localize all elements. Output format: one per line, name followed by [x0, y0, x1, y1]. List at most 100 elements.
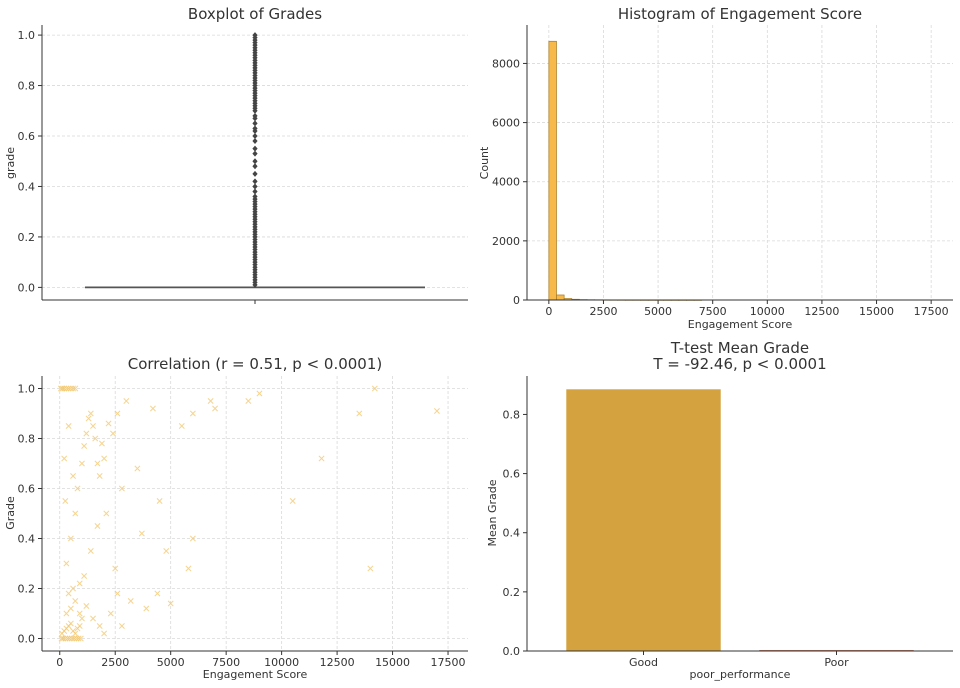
boxplot-ytick-label: 0.0: [18, 281, 36, 294]
boxplot-outlier: [252, 158, 258, 165]
scatter-point: [101, 630, 108, 637]
histogram-panel: Histogram of Engagement Score Engagement…: [478, 5, 953, 331]
boxplot-ytick-label: 0.2: [18, 231, 36, 244]
boxplot-ylabel: grade: [4, 147, 17, 179]
boxplot-outlier: [252, 188, 258, 195]
scatter-xlabel: Engagement Score: [203, 668, 308, 681]
scatter-point: [83, 430, 90, 437]
boxplot-outlier: [252, 112, 258, 119]
scatter-point: [156, 498, 163, 504]
scatter-point: [92, 435, 99, 442]
histogram-xtick-label: 0: [545, 305, 552, 318]
scatter-point: [63, 610, 70, 617]
scatter-point: [94, 523, 101, 529]
scatter-point: [123, 398, 130, 404]
boxplot-ytick-label: 1.0: [18, 29, 36, 42]
scatter-point: [134, 465, 141, 472]
ttest-xtick-label: Poor: [824, 656, 849, 669]
scatter-point: [163, 548, 170, 554]
scatter-point: [118, 485, 125, 492]
scatter-ytick-label: 0.4: [18, 533, 36, 546]
scatter-point: [63, 560, 70, 567]
scatter-title: Correlation (r = 0.51, p < 0.0001): [128, 355, 383, 373]
scatter-point: [72, 630, 79, 637]
scatter-point: [67, 620, 74, 627]
histogram-bar: [548, 40, 557, 301]
scatter-point: [74, 485, 81, 492]
scatter-point: [76, 623, 83, 629]
scatter-point: [101, 455, 108, 462]
scatter-point: [78, 615, 85, 622]
scatter-point: [67, 535, 74, 542]
scatter-point: [178, 423, 185, 429]
scatter-point: [85, 415, 92, 422]
histogram-ytick-label: 6000: [492, 117, 520, 130]
scatter-xtick-label: 10000: [264, 656, 299, 669]
scatter-panel: Correlation (r = 0.51, p < 0.0001) Engag…: [4, 355, 468, 681]
scatter-point: [72, 510, 79, 517]
histogram-xtick-label: 15000: [859, 305, 894, 318]
boxplot-outlier: [252, 120, 258, 127]
scatter-point: [105, 420, 112, 427]
histogram-xtick-label: 7500: [699, 305, 727, 318]
scatter-point: [114, 590, 121, 597]
scatter-point: [114, 410, 121, 417]
histogram-title: Histogram of Engagement Score: [618, 5, 862, 23]
scatter-point: [110, 430, 116, 437]
histogram-ytick-label: 4000: [492, 176, 520, 189]
scatter-point: [81, 573, 88, 579]
scatter-xtick-label: 5000: [157, 656, 185, 669]
boxplot-ytick-label: 0.4: [18, 180, 36, 193]
scatter-point: [68, 635, 75, 642]
scatter-point: [65, 423, 72, 429]
scatter-point: [70, 585, 77, 592]
scatter-point: [77, 635, 84, 642]
scatter-ytick-label: 0.6: [18, 483, 36, 496]
ttest-xlabel: poor_performance: [690, 668, 791, 681]
scatter-point: [212, 405, 219, 412]
boxplot-outlier: [252, 163, 258, 170]
scatter-point: [83, 603, 90, 609]
scatter-point: [367, 565, 374, 572]
ttest-ylabel: Mean Grade: [486, 479, 499, 546]
ttest-ytick-label: 0.6: [503, 468, 521, 481]
scatter-point: [98, 440, 105, 447]
scatter-xtick-label: 7500: [212, 656, 240, 669]
scatter-point: [371, 385, 378, 392]
scatter-point: [96, 473, 103, 479]
scatter-point: [76, 610, 83, 617]
scatter-point: [90, 615, 96, 622]
scatter-point: [81, 443, 88, 449]
scatter-point: [65, 385, 72, 392]
histogram-ytick-label: 2000: [492, 235, 520, 248]
scatter-point: [78, 460, 85, 467]
ttest-ytick-label: 0.8: [503, 408, 521, 421]
scatter-point: [73, 635, 80, 642]
histogram-bar: [556, 294, 565, 301]
boxplot-outlier: [252, 193, 258, 200]
scatter-point: [94, 460, 101, 467]
scatter-point: [118, 623, 125, 629]
scatter-point: [318, 455, 325, 462]
boxplot-title: Boxplot of Grades: [188, 5, 322, 23]
scatter-point: [107, 610, 114, 617]
ttest-bar-good: [566, 389, 721, 651]
scatter-point: [67, 605, 74, 612]
boxplot-ytick-label: 0.8: [18, 80, 36, 93]
scatter-ytick-label: 0.0: [18, 633, 36, 646]
scatter-point: [87, 410, 94, 417]
scatter-point: [127, 598, 134, 604]
scatter-point: [64, 635, 71, 642]
scatter-point: [60, 635, 67, 642]
scatter-point: [61, 385, 68, 392]
scatter-point: [66, 635, 73, 642]
ttest-ytick-label: 0.2: [503, 586, 521, 599]
scatter-point: [72, 598, 79, 604]
boxplot-outlier: [252, 183, 258, 190]
scatter-point: [71, 635, 78, 642]
boxplot-panel: Boxplot of Grades grade 0.0 0.2 0.4 0.6 0.8 1…: [4, 5, 468, 304]
scatter-point: [138, 530, 145, 537]
ttest-xtick-label: Good: [629, 656, 658, 669]
histogram-xtick-label: 10000: [750, 305, 785, 318]
scatter-point: [433, 408, 440, 414]
